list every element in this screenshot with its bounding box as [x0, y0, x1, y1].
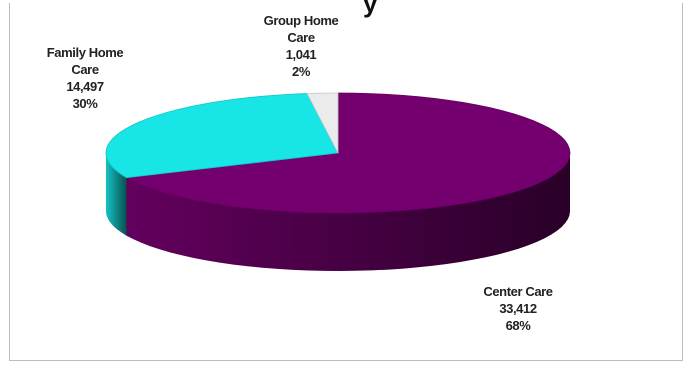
pie-slice-group-home-care: [306, 92, 339, 154]
slice-label-center-care: Center Care 33,412 68%: [456, 283, 580, 334]
slice-label-family-home-care: Family Home Care 14,497 30%: [30, 44, 140, 112]
pie-layer: [105, 92, 571, 271]
chart-title-fragment: y: [363, 0, 378, 18]
pie-wall-family-home-care: [106, 153, 127, 236]
slice-label-value: 33,412: [499, 301, 537, 316]
pie-slice-family-home-care: [105, 93, 339, 179]
slice-label-percent: 2%: [292, 64, 310, 79]
slice-label-name-line1: Family Home: [46, 45, 124, 60]
pie-slice-center-care: [125, 92, 571, 214]
slice-label-value: 14,497: [66, 79, 104, 94]
pie-wall-center-care: [126, 153, 570, 271]
slice-label-name-line2: Care: [71, 62, 99, 77]
slice-label-percent: 30%: [72, 96, 98, 111]
slice-label-group-home-care: Group Home Care 1,041 2%: [246, 12, 356, 80]
slice-label-name: Center Care: [483, 284, 553, 299]
slice-label-name-line2: Care: [287, 30, 315, 45]
slice-label-name-line1: Group Home: [263, 13, 339, 28]
slice-label-percent: 68%: [505, 318, 531, 333]
slice-label-value: 1,041: [285, 47, 317, 62]
